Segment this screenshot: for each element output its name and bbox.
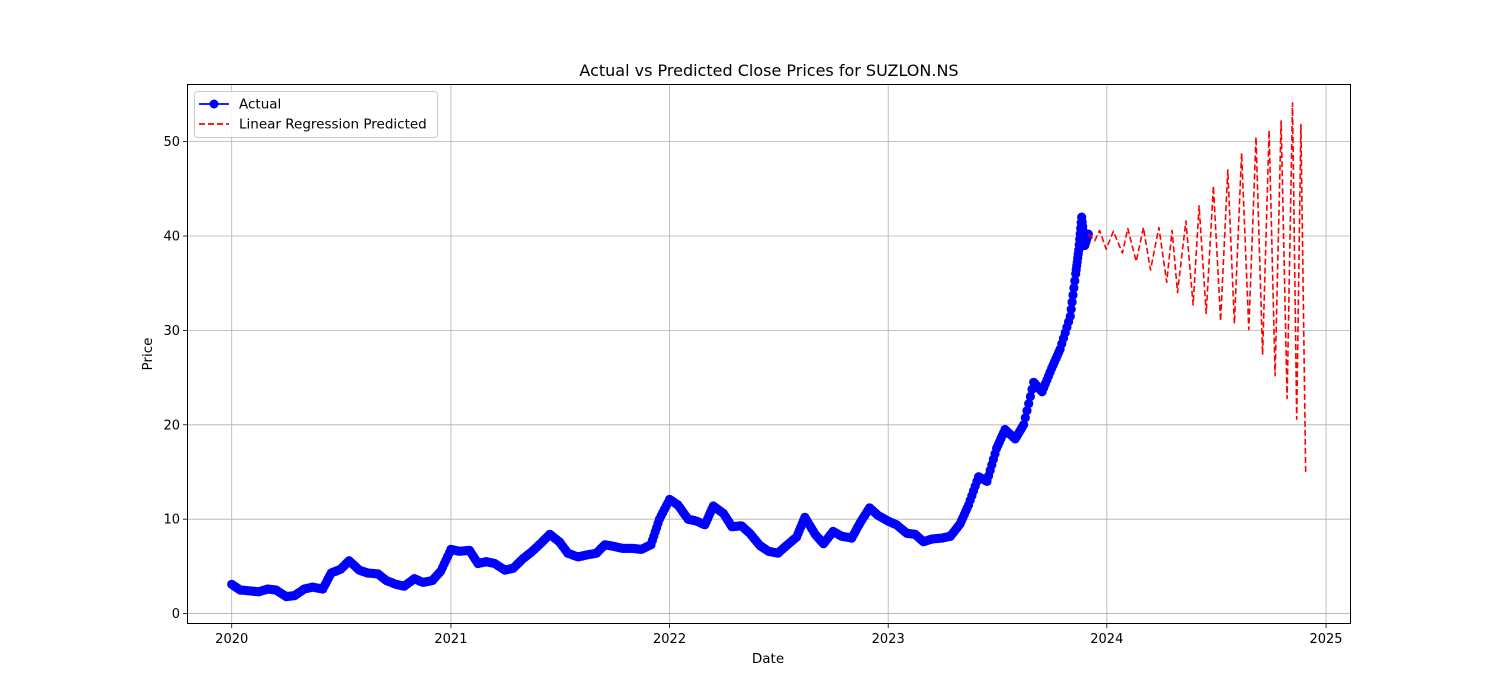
y-tick-label: 10: [163, 513, 180, 528]
legend-actual-label: Actual: [239, 97, 281, 113]
x-tick-label: 2024: [1090, 632, 1123, 647]
data-point: [1065, 311, 1075, 321]
data-point: [1068, 290, 1078, 300]
x-axis-label: Date: [752, 651, 784, 667]
x-tick-label: 2022: [653, 632, 686, 647]
data-point: [1069, 283, 1079, 293]
data-point: [1019, 420, 1029, 430]
y-tick-label: 20: [163, 418, 180, 433]
data-point: [1024, 399, 1034, 409]
axis-ticks: 2020 2021 2022 2023 2024 2025 0 10 20 30 40 50: [163, 135, 1342, 647]
legend-actual-marker: [209, 99, 219, 109]
legend-predicted-label: Linear Regression Predicted: [239, 117, 427, 133]
y-axis-label: Price: [140, 338, 156, 371]
y-tick-label: 30: [163, 324, 180, 339]
x-tick-label: 2023: [872, 632, 905, 647]
series-line-predicted: [1087, 102, 1307, 474]
series-line-actual: [231, 216, 1090, 598]
plot-series: [227, 102, 1307, 602]
actual-markers: [227, 212, 1093, 602]
data-point: [1020, 413, 1030, 423]
data-point: [1066, 304, 1076, 314]
data-point: [1022, 406, 1032, 416]
data-point: [1070, 276, 1080, 286]
chart-title: Actual vs Predicted Close Prices for SUZ…: [579, 61, 958, 80]
x-tick-label: 2025: [1309, 632, 1342, 647]
x-tick-label: 2020: [215, 632, 248, 647]
y-tick-label: 50: [163, 135, 180, 150]
legend: Actual Linear Regression Predicted: [194, 91, 438, 138]
y-tick-label: 40: [163, 230, 180, 245]
legend-box: [194, 91, 438, 138]
data-point: [1067, 297, 1077, 307]
grid: [188, 85, 1350, 623]
plot-frame: [187, 84, 1351, 624]
data-point: [1025, 391, 1035, 402]
x-tick-label: 2021: [434, 632, 467, 647]
y-tick-label: 0: [172, 607, 180, 622]
